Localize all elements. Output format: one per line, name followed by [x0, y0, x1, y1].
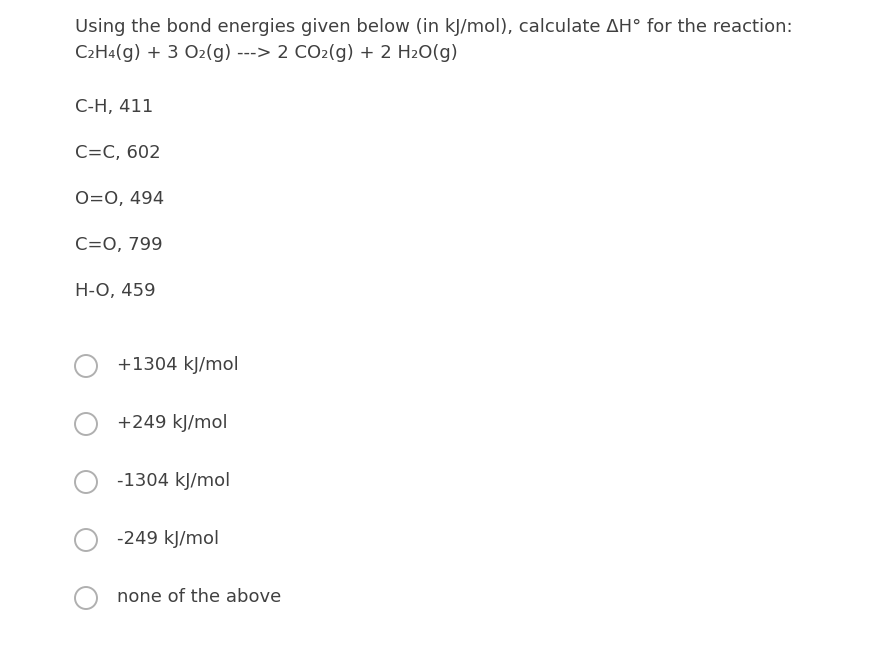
Text: Using the bond energies given below (in kJ/mol), calculate ΔH° for the reaction:: Using the bond energies given below (in … — [75, 18, 792, 36]
Text: C-H, 411: C-H, 411 — [75, 98, 153, 116]
Text: H-O, 459: H-O, 459 — [75, 282, 156, 300]
Text: -249 kJ/mol: -249 kJ/mol — [116, 530, 219, 548]
Text: none of the above: none of the above — [116, 588, 281, 606]
Text: C=C, 602: C=C, 602 — [75, 144, 161, 162]
Text: O=O, 494: O=O, 494 — [75, 190, 164, 208]
Text: C₂H₄(g) + 3 O₂(g) ---> 2 CO₂(g) + 2 H₂O(g): C₂H₄(g) + 3 O₂(g) ---> 2 CO₂(g) + 2 H₂O(… — [75, 44, 457, 62]
Text: +1304 kJ/mol: +1304 kJ/mol — [116, 356, 238, 374]
Text: +249 kJ/mol: +249 kJ/mol — [116, 414, 228, 432]
Text: -1304 kJ/mol: -1304 kJ/mol — [116, 472, 230, 490]
Text: C=O, 799: C=O, 799 — [75, 236, 163, 254]
